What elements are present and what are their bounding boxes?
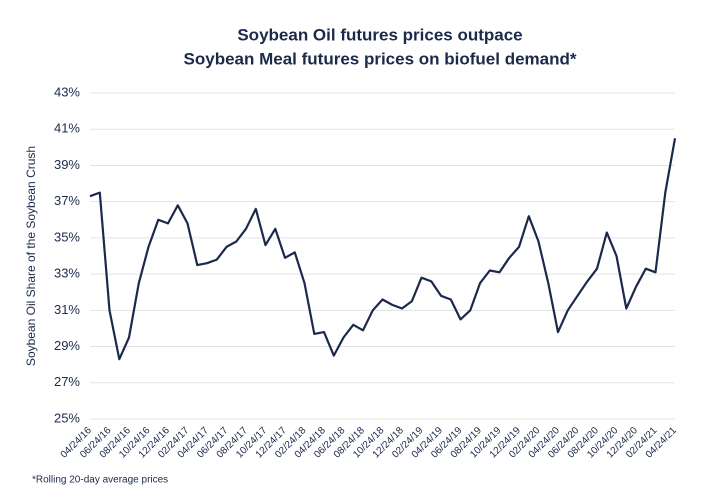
y-tick-label: 41%	[54, 121, 80, 136]
y-tick-label: 43%	[54, 84, 80, 99]
chart-title: Soybean Meal futures prices on biofuel d…	[184, 49, 577, 68]
y-tick-label: 29%	[54, 338, 80, 353]
line-series	[89, 138, 677, 361]
y-tick-label: 25%	[54, 410, 80, 425]
y-tick-label: 39%	[54, 157, 80, 172]
chart-title: Soybean Oil futures prices outpace	[237, 25, 522, 44]
y-tick-label: 37%	[54, 193, 80, 208]
y-tick-label: 31%	[54, 302, 80, 317]
y-tick-label: 35%	[54, 229, 80, 244]
footnote: *Rolling 20-day average prices	[32, 475, 168, 486]
y-axis-label: Soybean Oil Share of the Soybean Crush	[24, 146, 38, 366]
y-tick-label: 33%	[54, 266, 80, 281]
y-tick-label: 27%	[54, 374, 80, 389]
